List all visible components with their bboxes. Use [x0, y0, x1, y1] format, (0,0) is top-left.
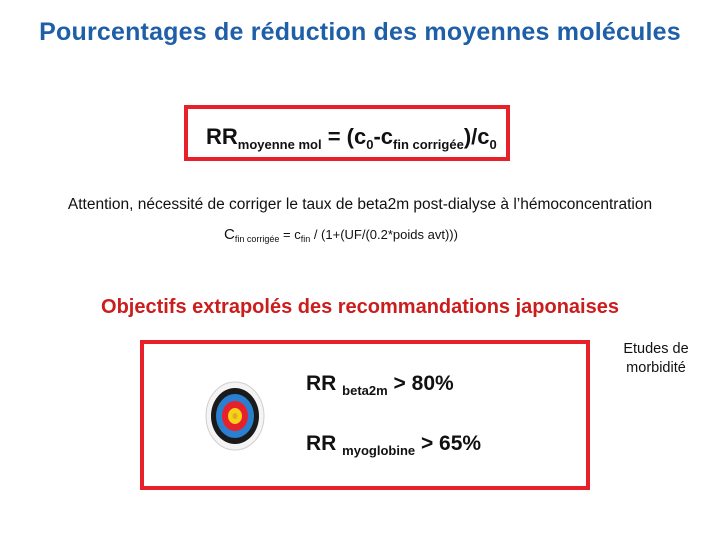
objective-beta2m: RR beta2m > 80% — [306, 372, 454, 398]
formula-c0-sub2: 0 — [489, 137, 497, 152]
correction-c-sub: fin corrigée — [234, 234, 280, 244]
objective-beta2m-rr: RR — [306, 372, 343, 395]
formula-cfin-sub: fin corrigée — [393, 137, 464, 152]
correction-formula: Cfin corrigée = cfin / (1+(UF/(0.2*poids… — [224, 226, 458, 244]
formula-box — [184, 105, 510, 161]
formula-end: )/c — [463, 124, 490, 149]
correction-c: C — [224, 226, 235, 243]
objective-myoglobine-value: > 65% — [415, 432, 482, 455]
objective-myoglobine: RR myoglobine > 65% — [306, 432, 481, 458]
rr-formula: RRmoyenne mol = (c0-cfin corrigée)/c0 — [206, 124, 497, 152]
correction-rest: / (1+(UF/(0.2*poids avt))) — [310, 227, 458, 242]
target-icon — [205, 381, 265, 451]
objective-beta2m-value: > 80% — [387, 372, 454, 395]
morbidity-studies-note: Etudes de morbidité — [623, 341, 689, 376]
formula-minus-c: -c — [373, 124, 394, 149]
hemoconcentration-note: Attention, nécessité de corriger le taux… — [67, 196, 653, 213]
objective-beta2m-sub: beta2m — [342, 383, 388, 398]
objective-myoglobine-sub: myoglobine — [342, 443, 416, 458]
formula-rr-sub: moyenne mol — [237, 137, 322, 152]
formula-eq: = (c — [321, 124, 367, 149]
objective-myoglobine-rr: RR — [306, 432, 343, 455]
objectives-title: Objectifs extrapolés des recommandations… — [101, 296, 619, 318]
page-title: Pourcentages de réduction des moyennes m… — [39, 18, 681, 46]
correction-eq: = c — [279, 227, 301, 242]
objectives-box — [140, 340, 590, 490]
formula-rr: RR — [206, 124, 238, 149]
correction-cfin-sub: fin — [300, 234, 311, 244]
formula-c0-sub: 0 — [366, 137, 374, 152]
